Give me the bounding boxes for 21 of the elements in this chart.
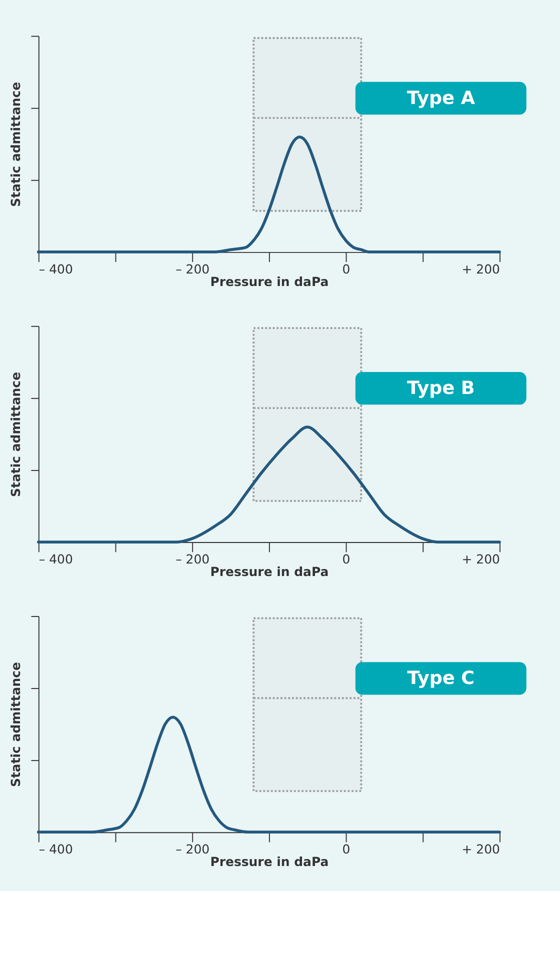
x-axis-title: Pressure in daPa bbox=[210, 564, 329, 580]
x-tick-label: – 200 bbox=[176, 262, 210, 277]
x-tick-label: – 200 bbox=[176, 552, 210, 567]
y-axis-title: Static admittance bbox=[8, 82, 24, 207]
x-tick-label: + 200 bbox=[462, 842, 500, 857]
y-axis-title: Static admittance bbox=[8, 662, 24, 788]
text: Type B bbox=[406, 378, 475, 400]
x-tick-label: – 400 bbox=[38, 552, 73, 567]
text: Type A bbox=[406, 88, 476, 110]
x-axis-title: Pressure in daPa bbox=[210, 854, 329, 870]
x-tick-label: – 200 bbox=[176, 842, 210, 857]
x-tick-label: 0 bbox=[342, 262, 350, 277]
x-tick-label: 0 bbox=[342, 842, 350, 857]
text: Type C bbox=[407, 668, 475, 690]
x-tick-label: – 400 bbox=[38, 842, 73, 857]
x-tick-label: + 200 bbox=[462, 552, 500, 567]
x-tick-label: – 400 bbox=[38, 262, 73, 277]
x-tick-label: + 200 bbox=[462, 262, 500, 277]
y-axis-title: Static admittance bbox=[8, 372, 24, 497]
x-axis-title: Pressure in daPa bbox=[210, 274, 329, 290]
x-tick-label: 0 bbox=[342, 552, 350, 567]
